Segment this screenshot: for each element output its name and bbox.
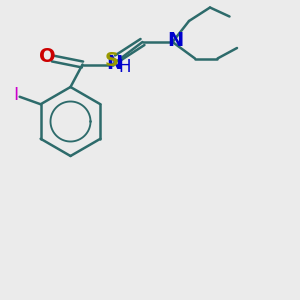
Text: N: N: [167, 31, 183, 50]
Text: I: I: [14, 86, 19, 104]
Text: O: O: [39, 46, 56, 66]
Text: H: H: [119, 58, 131, 76]
Text: N: N: [106, 53, 122, 73]
Text: S: S: [105, 50, 118, 70]
